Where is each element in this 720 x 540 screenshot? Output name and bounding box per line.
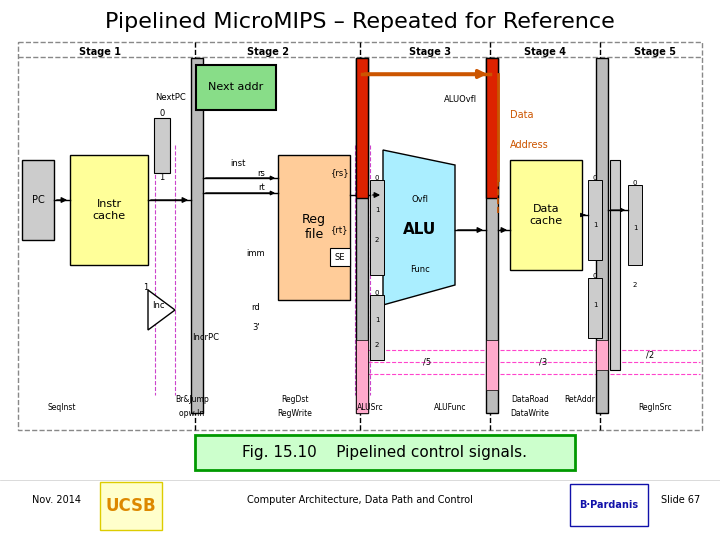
Text: RegWrite: RegWrite: [278, 409, 312, 418]
Bar: [100, 482, 162, 530]
Text: 2: 2: [375, 237, 379, 243]
Bar: [356, 58, 368, 413]
Text: 1: 1: [633, 225, 637, 231]
Text: Fig. 15.10    Pipelined control signals.: Fig. 15.10 Pipelined control signals.: [243, 444, 528, 460]
Bar: [154, 118, 170, 173]
Text: B·Pardanis: B·Pardanis: [580, 500, 639, 510]
Text: Ovfl: Ovfl: [412, 195, 428, 205]
Text: Stage 5: Stage 5: [634, 47, 676, 57]
Bar: [610, 160, 620, 370]
Text: Data
cache: Data cache: [529, 204, 562, 226]
Bar: [486, 58, 498, 198]
Text: ALUOvfl: ALUOvfl: [444, 96, 477, 105]
Text: 1: 1: [374, 207, 379, 213]
Text: 2: 2: [375, 342, 379, 348]
Text: Func: Func: [410, 266, 430, 274]
Bar: [18, 42, 702, 430]
Text: 0: 0: [593, 175, 598, 181]
Text: DataWrite: DataWrite: [510, 409, 549, 418]
Text: Reg
file: Reg file: [302, 213, 326, 241]
Bar: [370, 295, 384, 360]
Bar: [191, 58, 203, 413]
Text: DataRoad: DataRoad: [511, 395, 549, 404]
Text: Instr
cache: Instr cache: [92, 199, 125, 221]
Text: rt: rt: [258, 184, 265, 192]
Text: 0: 0: [633, 180, 637, 186]
Text: inst: inst: [230, 159, 246, 167]
Text: Next addr: Next addr: [208, 82, 264, 92]
Text: rs: rs: [257, 168, 265, 178]
Bar: [596, 58, 608, 413]
Text: rd: rd: [251, 302, 260, 312]
Bar: [486, 58, 498, 413]
Text: 0: 0: [374, 175, 379, 181]
Bar: [22, 160, 54, 240]
Text: Pipelined MicroMIPS – Repeated for Reference: Pipelined MicroMIPS – Repeated for Refer…: [105, 12, 615, 32]
Bar: [370, 180, 384, 275]
Text: Address: Address: [510, 140, 549, 150]
Text: 1: 1: [374, 317, 379, 323]
Text: Slide 67: Slide 67: [661, 495, 700, 505]
Text: Br&Jump: Br&Jump: [175, 395, 209, 404]
Bar: [196, 65, 276, 110]
Text: RegDst: RegDst: [282, 395, 309, 404]
Bar: [588, 278, 602, 338]
Text: imm: imm: [246, 248, 265, 258]
Bar: [510, 160, 582, 270]
Text: IncrPC: IncrPC: [192, 334, 219, 342]
Text: RetAddr: RetAddr: [564, 395, 595, 404]
Text: 0: 0: [593, 273, 598, 279]
Text: 1: 1: [593, 302, 598, 308]
Text: Nov. 2014: Nov. 2014: [32, 495, 81, 505]
Bar: [596, 340, 608, 370]
Text: 1: 1: [593, 222, 598, 228]
Bar: [195, 435, 575, 470]
Text: {rt}: {rt}: [331, 226, 348, 234]
Text: Stage 4: Stage 4: [524, 47, 566, 57]
Text: 1: 1: [159, 173, 165, 183]
Text: Stage 1: Stage 1: [79, 47, 121, 57]
Text: UCSB: UCSB: [106, 497, 156, 515]
Text: Data: Data: [510, 110, 534, 120]
Text: SeqInst: SeqInst: [48, 403, 76, 413]
Text: SE: SE: [335, 253, 346, 261]
Polygon shape: [383, 150, 455, 305]
Bar: [570, 484, 648, 526]
Bar: [356, 58, 368, 198]
Text: RegInSrc: RegInSrc: [638, 402, 672, 411]
Bar: [330, 248, 350, 266]
Text: /2: /2: [646, 350, 654, 360]
Text: 3': 3': [253, 322, 260, 332]
Text: PC: PC: [32, 195, 45, 205]
Text: Computer Architecture, Data Path and Control: Computer Architecture, Data Path and Con…: [247, 495, 473, 505]
Text: 2: 2: [633, 282, 637, 288]
Text: opw In: opw In: [179, 409, 204, 418]
Text: /5: /5: [423, 357, 431, 367]
Text: {rs}: {rs}: [330, 168, 349, 178]
Bar: [278, 155, 350, 300]
Bar: [588, 180, 602, 260]
Text: ALU: ALU: [403, 222, 436, 238]
Text: 0: 0: [374, 290, 379, 296]
Bar: [628, 185, 642, 265]
Text: ALUFunc: ALUFunc: [433, 402, 467, 411]
Text: Stage 2: Stage 2: [247, 47, 289, 57]
Text: /3: /3: [539, 357, 547, 367]
Bar: [486, 340, 498, 390]
Text: ALUSrc: ALUSrc: [356, 402, 383, 411]
Text: 1: 1: [143, 282, 148, 292]
Bar: [70, 155, 148, 265]
Text: NextPC: NextPC: [155, 93, 185, 103]
Polygon shape: [148, 290, 175, 330]
Bar: [356, 340, 368, 413]
Text: 0: 0: [159, 109, 165, 118]
Text: Stage 3: Stage 3: [409, 47, 451, 57]
Text: Inc: Inc: [152, 300, 164, 309]
